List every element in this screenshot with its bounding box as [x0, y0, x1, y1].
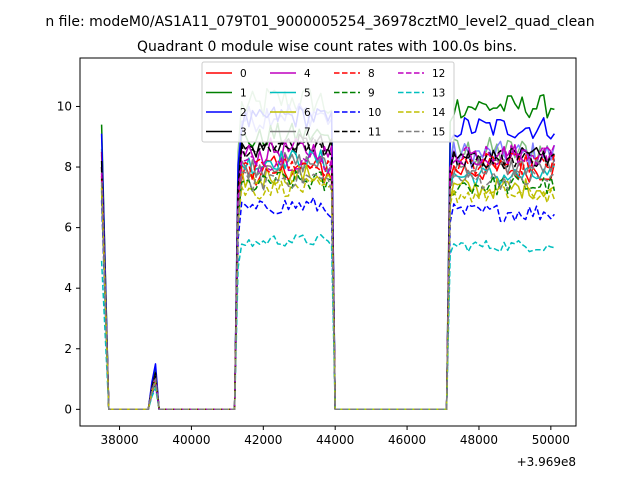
plot-area-frame — [79, 57, 577, 427]
series-line-7 — [100, 151, 556, 411]
legend-entry-label: 5 — [304, 88, 311, 100]
legend-entry-label: 9 — [368, 88, 375, 100]
legend-frame — [201, 61, 455, 143]
x-tick-label: 44000 — [316, 433, 354, 447]
x-tick-label: 50000 — [532, 433, 570, 447]
x-tick-label: 48000 — [460, 433, 498, 447]
y-axis: 0 2 4 6 8 10 — [57, 99, 80, 416]
x-axis: 38000 40000 42000 44000 46000 48000 50000 — [100, 426, 570, 447]
y-tick-label: 8 — [64, 160, 72, 174]
x-tick-label: 40000 — [172, 433, 210, 447]
chart-title: Quadrant 0 module wise count rates with … — [137, 39, 517, 55]
series-line-5 — [100, 149, 555, 411]
y-tick-label: 2 — [64, 342, 72, 356]
y-tick-label: 6 — [64, 221, 72, 235]
legend-entry-label: 10 — [368, 107, 381, 119]
legend-entry-label: 3 — [240, 127, 247, 139]
y-tick-label: 0 — [64, 402, 72, 416]
legend-entry-label: 13 — [432, 88, 445, 100]
legend-entry-label: 6 — [304, 107, 311, 119]
y-tick-label: 10 — [57, 99, 72, 113]
y-tick-label: 4 — [64, 281, 72, 295]
series-line-9 — [100, 170, 556, 411]
legend-entry-label: 8 — [368, 68, 375, 80]
legend-entry-label: 15 — [432, 127, 445, 139]
series-line-13 — [100, 234, 555, 411]
legend-entry-label: 7 — [304, 127, 311, 139]
legend-entry-label: 12 — [432, 68, 445, 80]
legend-entry-label: 14 — [432, 107, 446, 119]
x-offset-label: +3.969e8 — [517, 455, 576, 469]
series-line-15 — [100, 167, 555, 411]
series-line-10 — [100, 196, 555, 411]
chart-suptitle: n file: modeM0/AS1A11_079T01_9000005254_… — [45, 14, 594, 30]
series-line-6 — [100, 164, 555, 411]
legend-entry-label: 11 — [368, 127, 381, 139]
x-tick-label: 38000 — [100, 433, 138, 447]
legend-entry-label: 0 — [240, 68, 247, 80]
legend-entry-label: 4 — [304, 68, 311, 80]
legend-entry-label: 2 — [240, 107, 247, 119]
series-line-0 — [100, 151, 556, 411]
x-tick-label: 46000 — [388, 433, 426, 447]
series-line-14 — [100, 177, 556, 411]
legend-entry-label: 1 — [240, 88, 247, 100]
x-tick-label: 42000 — [244, 433, 282, 447]
